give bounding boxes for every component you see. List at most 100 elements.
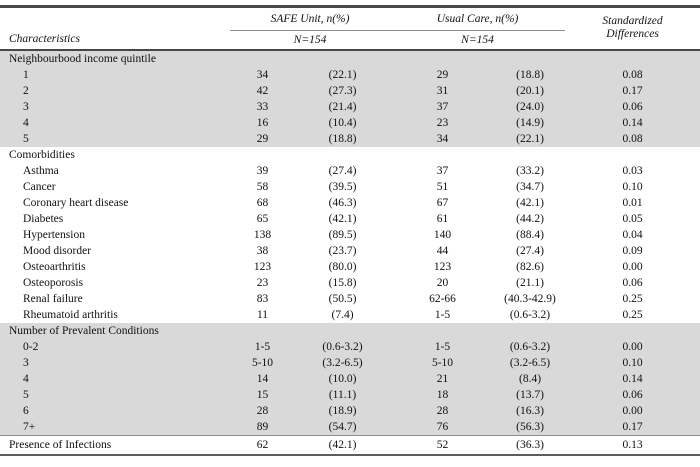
header-spacer — [0, 7, 230, 31]
std-diff: 0.06 — [622, 276, 643, 289]
std-diff: 0.14 — [622, 372, 643, 385]
characteristics-table: SAFE Unit, n(%) Usual Care, n(%) Standar… — [0, 5, 700, 456]
usual-pct: (88.4) — [516, 228, 544, 241]
usual-pct: (3.2-6.5) — [509, 356, 551, 369]
usual-pct: (44.2) — [516, 212, 544, 225]
safe-pct: (27.4) — [328, 164, 357, 177]
row-label: Diabetes — [23, 212, 64, 225]
table-row: 3 33 (21.4) 37 (24.0) 0.06 — [0, 99, 700, 115]
row-label: 5 — [23, 388, 29, 401]
usual-pct: (22.1) — [516, 132, 544, 145]
table-row: 2 42 (27.3) 31 (20.1) 0.17 — [0, 83, 700, 99]
safe-n: 138 — [253, 228, 272, 241]
safe-pct: (10.4) — [328, 116, 357, 129]
usual-n: 62-66 — [429, 292, 456, 305]
usual-n: 61 — [436, 212, 449, 225]
std-diff: 0.10 — [622, 180, 643, 193]
std-diff-header-line1: Standardized — [602, 14, 663, 27]
usual-care-n-header: N=154 — [461, 33, 494, 46]
usual-n: 5-10 — [431, 356, 454, 369]
table-section-3: Presence of Infections 62 (42.1) 52 (36.3) 0.… — [0, 434, 700, 455]
usual-pct: (14.9) — [516, 116, 544, 129]
section-title: Number of Prevalent Conditions — [9, 324, 159, 337]
safe-pct: (7.4) — [331, 308, 354, 321]
usual-pct: (56.3) — [516, 420, 544, 433]
table-row: Hypertension 138 (89.5) 140 (88.4) 0.04 — [0, 227, 700, 243]
safe-pct: (18.8) — [328, 132, 357, 145]
table-row: Mood disorder 38 (23.7) 44 (27.4) 0.09 — [0, 243, 700, 259]
safe-n: 28 — [256, 404, 269, 417]
table-row: 6 28 (18.9) 28 (16.3) 0.00 — [0, 403, 700, 419]
usual-pct: (27.4) — [516, 244, 544, 257]
std-diff: 0.00 — [622, 404, 643, 417]
table-row: Presence of Infections 62 (42.1) 52 (36.3) 0.… — [0, 434, 700, 455]
usual-pct: (21.1) — [516, 276, 544, 289]
usual-pct: (0.6-3.2) — [509, 340, 551, 353]
usual-pct: (24.0) — [516, 100, 544, 113]
safe-n: 34 — [256, 68, 269, 81]
table-row: Asthma 39 (27.4) 37 (33.2) 0.03 — [0, 163, 700, 179]
table-row: Osteoporosis 23 (15.8) 20 (21.1) 0.06 — [0, 275, 700, 291]
std-diff-header-line2: Differences — [606, 28, 659, 41]
std-diff: 0.17 — [622, 420, 643, 433]
table-row: 5 29 (18.8) 34 (22.1) 0.08 — [0, 131, 700, 147]
header-group-row: SAFE Unit, n(%) Usual Care, n(%) Standar… — [0, 6, 700, 40]
row-label: Rheumatoid arthritis — [23, 308, 118, 321]
safe-n: 83 — [256, 292, 269, 305]
safe-pct: (42.1) — [295, 434, 391, 455]
row-label: 2 — [23, 84, 29, 97]
safe-n: 29 — [256, 132, 269, 145]
usual-n: 1-5 — [434, 340, 451, 353]
safe-pct: (18.9) — [328, 404, 357, 417]
usual-pct: (42.1) — [516, 196, 544, 209]
safe-n: 89 — [256, 420, 269, 433]
section-title: Comorbidities — [9, 148, 75, 161]
usual-pct: (36.3) — [495, 434, 566, 455]
safe-pct: (27.3) — [328, 84, 357, 97]
safe-pct: (23.7) — [328, 244, 357, 257]
row-label: 4 — [23, 372, 29, 385]
table-row: Renal failure 83 (50.5) 62-66 (40.3-42.9) 0.2… — [0, 291, 700, 307]
std-diff: 0.08 — [622, 132, 643, 145]
table-row: 5 15 (11.1) 18 (13.7) 0.06 — [0, 387, 700, 403]
safe-n: 123 — [253, 260, 272, 273]
usual-n: 20 — [436, 276, 449, 289]
table-row: 4 16 (10.4) 23 (14.9) 0.14 — [0, 115, 700, 131]
usual-n: 37 — [436, 100, 449, 113]
safe-n: 65 — [256, 212, 269, 225]
row-label: 4 — [23, 116, 29, 129]
std-diff: 0.06 — [622, 100, 643, 113]
usual-pct: (34.7) — [516, 180, 544, 193]
safe-pct: (54.7) — [328, 420, 357, 433]
safe-n: 14 — [256, 372, 269, 385]
std-diff: 0.25 — [622, 308, 643, 321]
safe-pct: (39.5) — [328, 180, 357, 193]
table-row: 1 34 (22.1) 29 (18.8) 0.08 — [0, 67, 700, 83]
safe-n: 68 — [256, 196, 269, 209]
usual-pct: (20.1) — [516, 84, 544, 97]
safe-pct: (21.4) — [328, 100, 357, 113]
usual-pct: (0.6-3.2) — [509, 308, 551, 321]
usual-n: 51 — [436, 180, 449, 193]
safe-unit-n-header: N=154 — [293, 33, 327, 46]
usual-pct: (18.8) — [516, 68, 544, 81]
safe-pct: (15.8) — [328, 276, 357, 289]
row-label: Renal failure — [23, 292, 83, 305]
table-section-1: Comorbidities Asthma 39 (27.4) 37 (33.2) 0.03 C… — [0, 147, 700, 323]
table-row: Rheumatoid arthritis 11 (7.4) 1-5 (0.6-3.2) 0… — [0, 307, 700, 323]
table-section-0: Neighbourbood income quintile 1 34 (22.1) 29… — [0, 49, 700, 147]
usual-pct: (8.4) — [519, 372, 542, 385]
safe-pct: (89.5) — [328, 228, 357, 241]
section-title: Neighbourbood income quintile — [9, 52, 156, 65]
std-diff: 0.00 — [622, 340, 643, 353]
safe-n: 58 — [256, 180, 269, 193]
std-diff: 0.03 — [622, 164, 643, 177]
safe-pct: (22.1) — [328, 68, 357, 81]
std-diff: 0.14 — [622, 116, 643, 129]
usual-pct: (16.3) — [516, 404, 544, 417]
row-label: Osteoarthritis — [23, 260, 86, 273]
safe-n: 5-10 — [251, 356, 274, 369]
usual-n: 23 — [436, 116, 449, 129]
safe-unit-group-header: SAFE Unit, n(%) — [230, 6, 391, 31]
usual-n: 52 — [390, 434, 496, 455]
